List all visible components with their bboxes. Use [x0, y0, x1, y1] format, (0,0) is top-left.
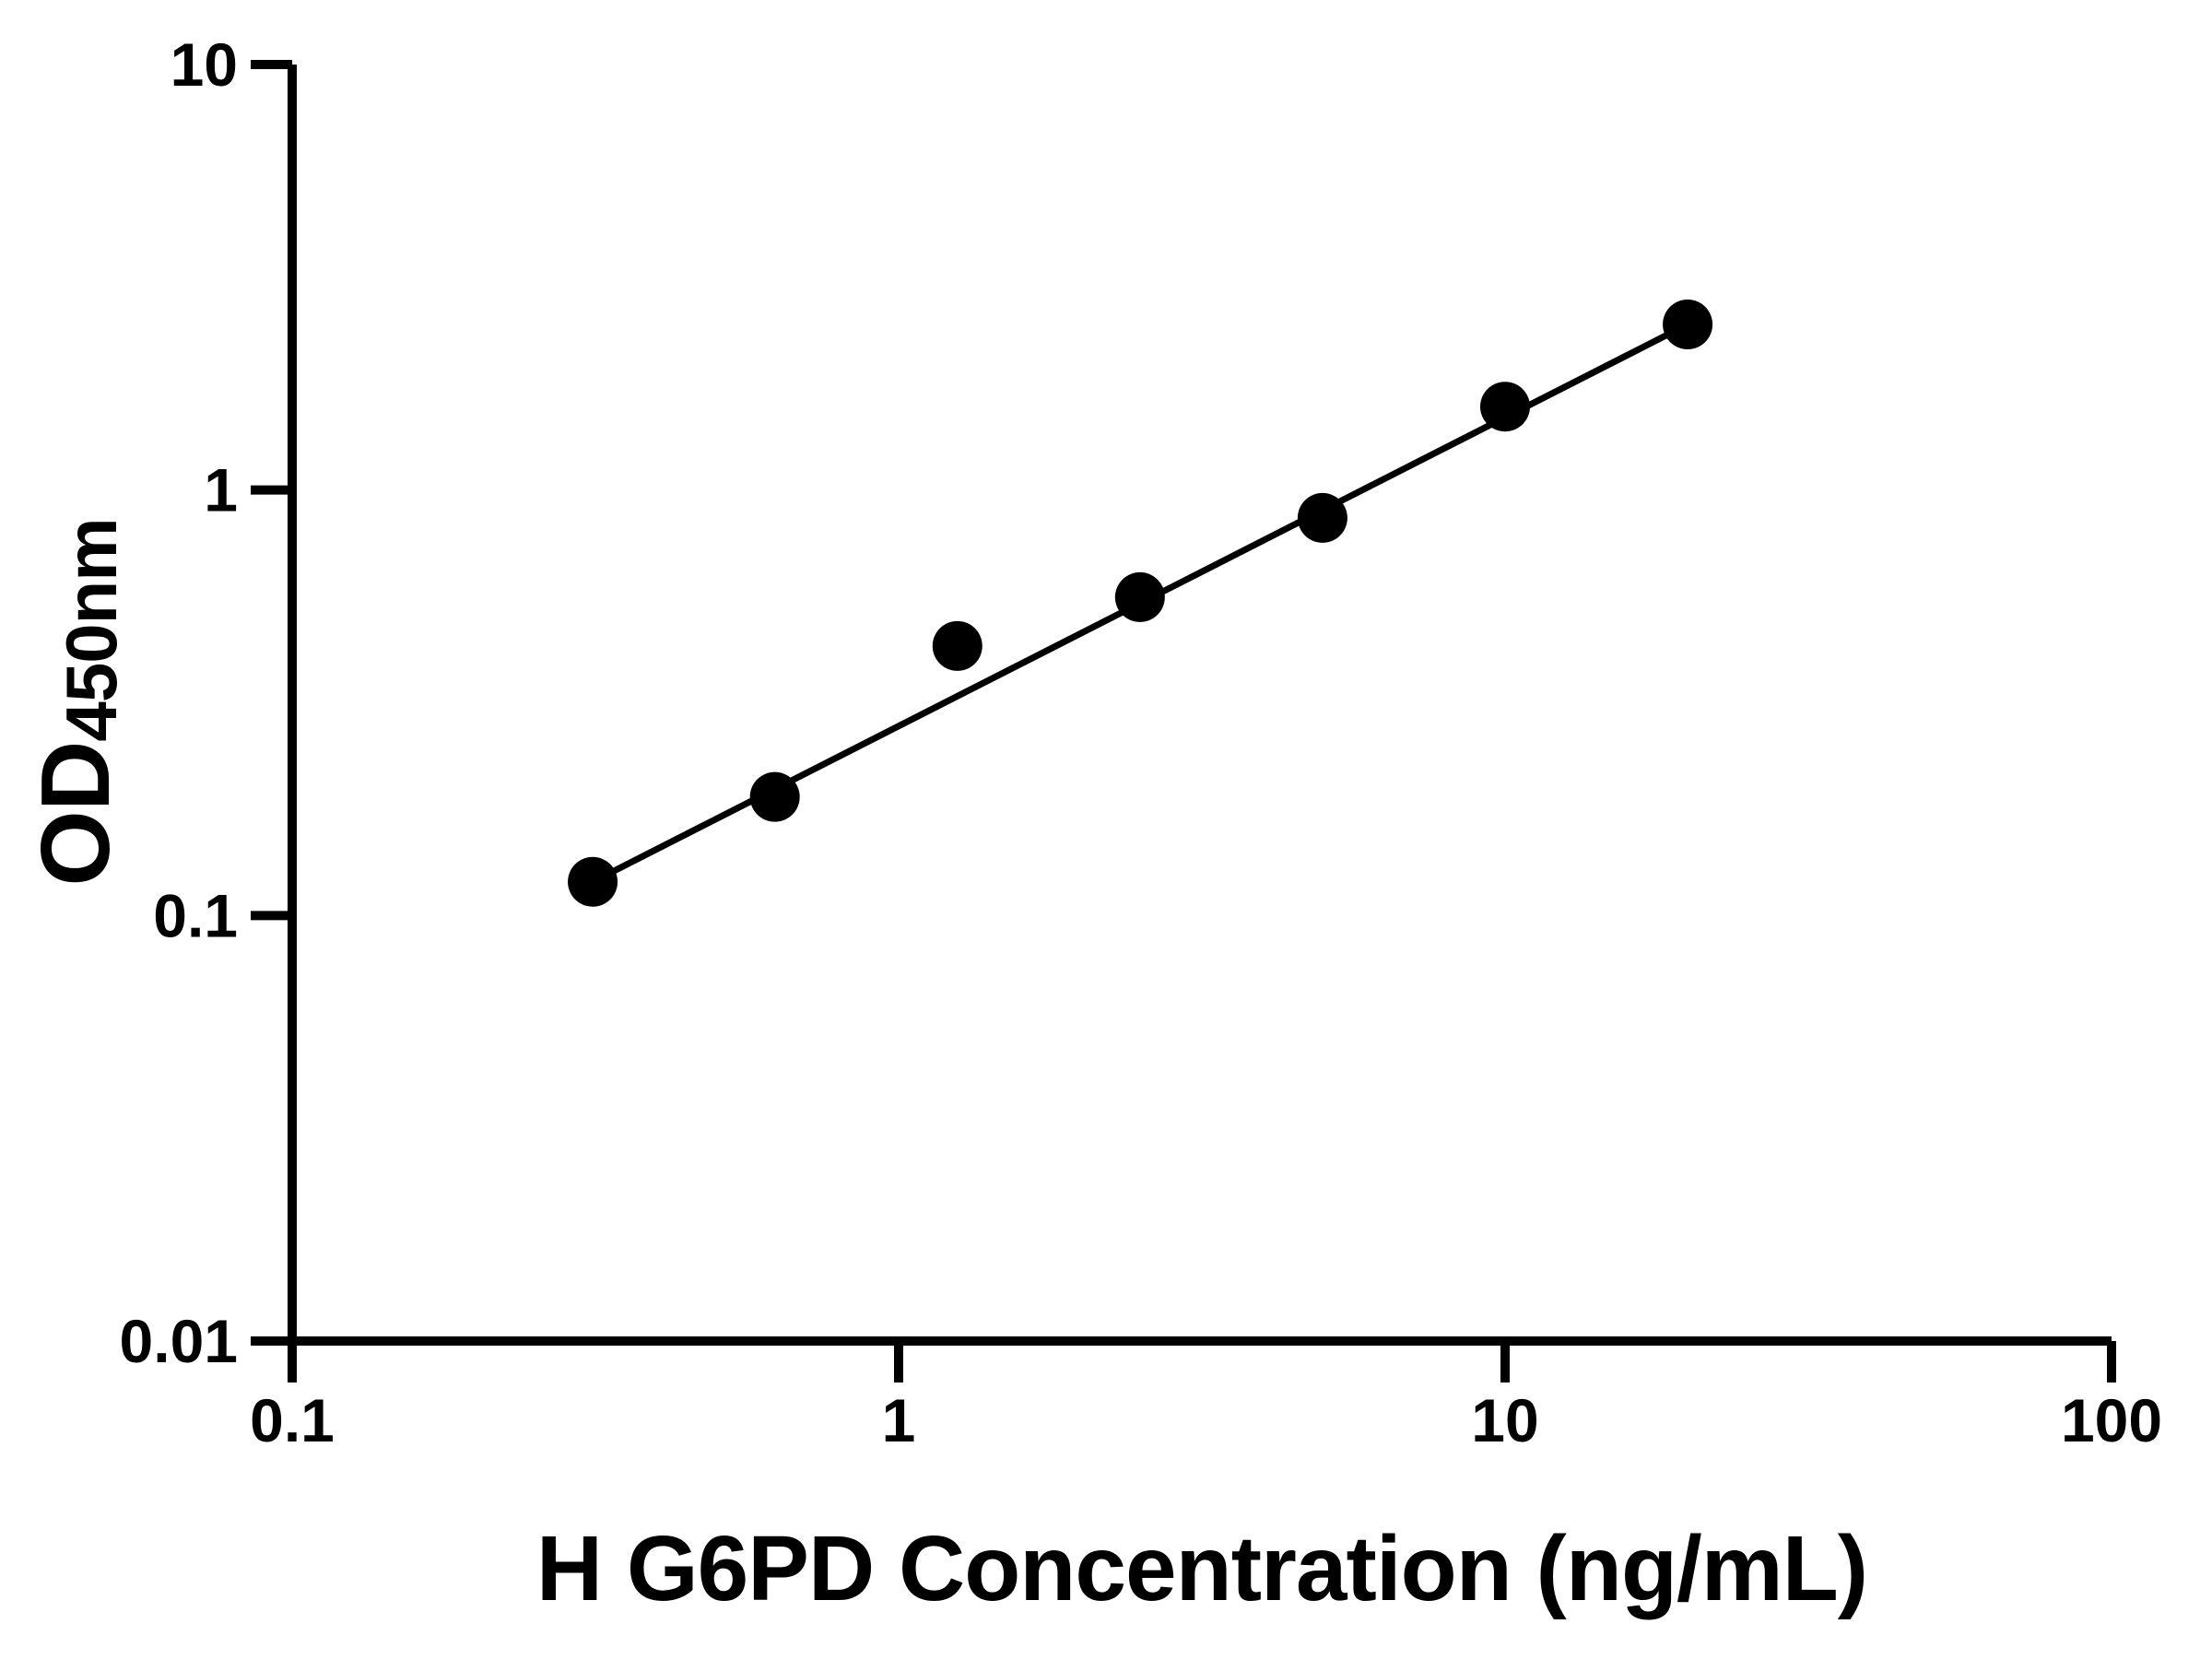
y-tick-label: 0.1	[153, 881, 238, 949]
data-point	[568, 856, 618, 907]
data-point	[1480, 382, 1530, 432]
x-tick-label: 1	[882, 1386, 916, 1454]
data-point	[749, 771, 800, 822]
x-tick-label: 10	[1471, 1386, 1538, 1454]
x-tick-label: 100	[2061, 1386, 2162, 1454]
data-point	[1114, 571, 1165, 622]
series-layer	[568, 300, 1713, 907]
data-point	[1663, 300, 1713, 350]
y-axis-title: OD450nm	[21, 518, 132, 886]
data-point	[1297, 492, 1347, 543]
y-tick-label: 0.01	[120, 1307, 238, 1375]
x-axis-title: H G6PD Concentration (ng/mL)	[536, 1517, 1867, 1620]
y-axis-title-main: OD	[21, 742, 130, 887]
y-tick-label: 1	[204, 456, 238, 524]
y-tick-label: 10	[171, 30, 238, 99]
x-tick-label: 0.1	[250, 1386, 335, 1454]
axis-spines	[288, 65, 2112, 1346]
data-point	[932, 620, 982, 671]
y-axis-title-subscript: 450nm	[51, 518, 132, 741]
